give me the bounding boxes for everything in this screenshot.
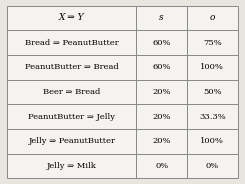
- Text: 100%: 100%: [200, 137, 224, 145]
- Text: 20%: 20%: [152, 113, 171, 121]
- Bar: [7, 129, 136, 154]
- Text: o: o: [210, 13, 215, 22]
- Bar: [136, 129, 187, 154]
- Text: Bread ⇒ PeanutButter: Bread ⇒ PeanutButter: [25, 39, 119, 47]
- Bar: [187, 6, 238, 30]
- Text: Jelly ⇒ Milk: Jelly ⇒ Milk: [47, 162, 97, 170]
- Text: PeanutButter ⇒ Bread: PeanutButter ⇒ Bread: [25, 63, 119, 71]
- Text: Jelly ⇒ PeanutButter: Jelly ⇒ PeanutButter: [28, 137, 115, 145]
- Bar: [187, 80, 238, 104]
- Text: s: s: [159, 13, 164, 22]
- Text: 60%: 60%: [152, 39, 171, 47]
- Bar: [187, 55, 238, 80]
- Text: X ⇒ Y: X ⇒ Y: [59, 13, 85, 22]
- Bar: [187, 129, 238, 154]
- Bar: [136, 55, 187, 80]
- Text: PeanutButter ⇒ Jelly: PeanutButter ⇒ Jelly: [28, 113, 115, 121]
- Bar: [136, 6, 187, 30]
- Text: 50%: 50%: [203, 88, 222, 96]
- Bar: [136, 154, 187, 178]
- Text: 75%: 75%: [203, 39, 222, 47]
- Bar: [7, 30, 136, 55]
- Bar: [136, 80, 187, 104]
- Bar: [7, 6, 136, 30]
- Bar: [136, 104, 187, 129]
- Bar: [187, 104, 238, 129]
- Text: Beer ⇒ Bread: Beer ⇒ Bread: [43, 88, 100, 96]
- Text: 0%: 0%: [155, 162, 168, 170]
- Bar: [7, 104, 136, 129]
- Text: 100%: 100%: [200, 63, 224, 71]
- Bar: [187, 30, 238, 55]
- Text: 0%: 0%: [206, 162, 219, 170]
- Bar: [7, 55, 136, 80]
- Text: 60%: 60%: [152, 63, 171, 71]
- Bar: [7, 154, 136, 178]
- Bar: [136, 30, 187, 55]
- Bar: [7, 80, 136, 104]
- Text: 20%: 20%: [152, 88, 171, 96]
- Bar: [187, 154, 238, 178]
- Text: 20%: 20%: [152, 137, 171, 145]
- Text: 33.3%: 33.3%: [199, 113, 226, 121]
